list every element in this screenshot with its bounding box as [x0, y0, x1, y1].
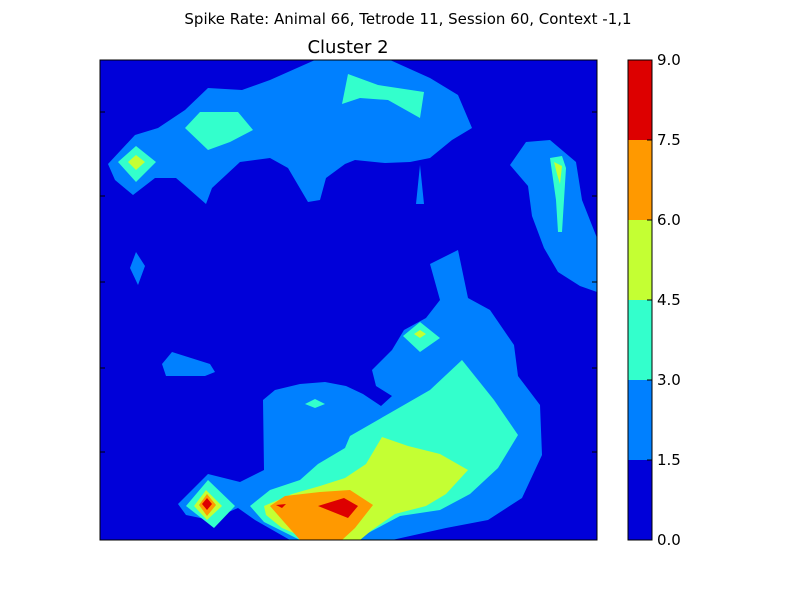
region-main-red [318, 498, 358, 518]
colorbar-frame [627, 59, 653, 541]
region-left-red [202, 498, 212, 510]
colorbar-level-3 [628, 220, 652, 300]
axis-ticks [100, 111, 597, 453]
region-left-blob [162, 352, 215, 376]
colorbar-tick-label-3: 4.5 [657, 291, 681, 309]
region-corner-yellow [128, 155, 145, 170]
region-right-yellow [554, 162, 562, 184]
plot-frame [99, 59, 598, 541]
region-spike [416, 165, 424, 204]
region-tiny-red [276, 504, 286, 508]
colorbar-level-2 [628, 300, 652, 380]
region-dot-cyan [305, 399, 325, 408]
region-right-cyan [550, 156, 566, 232]
plot-area [99, 59, 598, 541]
chart-title: Cluster 2 [307, 37, 388, 58]
colorbar-tick-label-5: 7.5 [657, 131, 681, 149]
colorbar-level-5 [628, 60, 652, 140]
colorbar-tick-label-6: 9.0 [657, 51, 681, 69]
colorbar-level-1 [628, 380, 652, 460]
contour-level-5 [202, 498, 358, 518]
colorbar-level-0 [628, 460, 652, 540]
colorbar-tick-label-4: 6.0 [657, 211, 681, 229]
colorbar: 0.0 1.5 3.0 4.5 6.0 7.5 9.0 [628, 51, 681, 549]
colorbar-tick-label-2: 3.0 [657, 371, 681, 389]
colorbar-level-4 [628, 140, 652, 220]
region-top-left-cyan [185, 112, 253, 150]
region-top-right-cyan [342, 74, 424, 118]
colorbar-tick-label-0: 0.0 [657, 531, 681, 549]
chart-suptitle: Spike Rate: Animal 66, Tetrode 11, Sessi… [184, 10, 631, 28]
region-small-left [130, 252, 145, 285]
colorbar-tick-label-1: 1.5 [657, 451, 681, 469]
region-right-edge [510, 140, 597, 292]
region-mid-yellow [414, 330, 426, 338]
